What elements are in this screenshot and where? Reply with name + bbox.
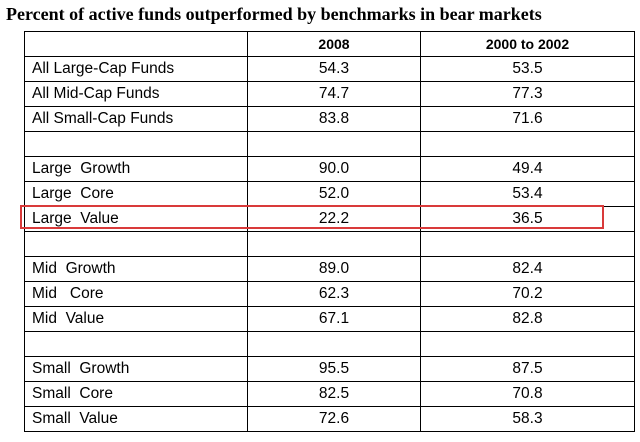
value-2008: 54.3: [247, 56, 421, 82]
table-row: Large Growth 90.0 49.4: [24, 156, 635, 182]
value-2000-to-2002: 36.5: [420, 206, 635, 232]
fund-performance-table: 2008 2000 to 2002 All Large-Cap Funds 54.…: [24, 31, 635, 432]
table-row: Small Core 82.5 70.8: [24, 381, 635, 407]
value-2000-to-2002: [420, 331, 635, 357]
table-row: Mid Value 67.1 82.8: [24, 306, 635, 332]
row-label: Mid Value: [24, 306, 248, 332]
value-2000-to-2002: 70.8: [420, 381, 635, 407]
row-label: All Large-Cap Funds: [24, 56, 248, 82]
row-label: Small Growth: [24, 356, 248, 382]
value-2008: 52.0: [247, 181, 421, 207]
row-label: All Small-Cap Funds: [24, 106, 248, 132]
table-row: Small Growth 95.5 87.5: [24, 356, 635, 382]
value-2008: 72.6: [247, 406, 421, 432]
table-row: Mid Growth 89.0 82.4: [24, 256, 635, 282]
table-row: All Mid-Cap Funds 74.7 77.3: [24, 81, 635, 107]
value-2008: [247, 231, 421, 257]
value-2008: 83.8: [247, 106, 421, 132]
value-2000-to-2002: 53.4: [420, 181, 635, 207]
value-2008: [247, 331, 421, 357]
row-label: Mid Growth: [24, 256, 248, 282]
value-2008: [247, 131, 421, 157]
value-2000-to-2002: 71.6: [420, 106, 635, 132]
table-row: Large Value 22.2 36.5: [24, 206, 635, 232]
value-2000-to-2002: [420, 231, 635, 257]
header-cell-2008: 2008: [247, 31, 421, 57]
table-row: All Large-Cap Funds 54.3 53.5: [24, 56, 635, 82]
value-2008: 89.0: [247, 256, 421, 282]
row-label: [24, 131, 248, 157]
table-row: All Small-Cap Funds 83.8 71.6: [24, 106, 635, 132]
value-2008: 22.2: [247, 206, 421, 232]
row-label: [24, 231, 248, 257]
value-2008: 95.5: [247, 356, 421, 382]
table-row: [24, 331, 635, 357]
row-label: Mid Core: [24, 281, 248, 307]
table-body: 2008 2000 to 2002 All Large-Cap Funds 54.…: [24, 31, 635, 432]
value-2008: 90.0: [247, 156, 421, 182]
table-title: Percent of active funds outperformed by …: [6, 4, 542, 24]
header-cell-2000-to-2002: 2000 to 2002: [420, 31, 635, 57]
row-label: Small Core: [24, 381, 248, 407]
value-2008: 82.5: [247, 381, 421, 407]
value-2008: 62.3: [247, 281, 421, 307]
value-2000-to-2002: [420, 131, 635, 157]
header-cell-0: [24, 31, 248, 57]
value-2000-to-2002: 82.4: [420, 256, 635, 282]
value-2000-to-2002: 77.3: [420, 81, 635, 107]
row-label: Small Value: [24, 406, 248, 432]
value-2000-to-2002: 49.4: [420, 156, 635, 182]
value-2000-to-2002: 53.5: [420, 56, 635, 82]
row-label: Large Growth: [24, 156, 248, 182]
table-row: Large Core 52.0 53.4: [24, 181, 635, 207]
table-row: [24, 131, 635, 157]
row-label: All Mid-Cap Funds: [24, 81, 248, 107]
table-row: Mid Core 62.3 70.2: [24, 281, 635, 307]
row-label: Large Core: [24, 181, 248, 207]
table-row: [24, 231, 635, 257]
row-label: [24, 331, 248, 357]
value-2008: 67.1: [247, 306, 421, 332]
value-2000-to-2002: 87.5: [420, 356, 635, 382]
value-2000-to-2002: 58.3: [420, 406, 635, 432]
value-2000-to-2002: 82.8: [420, 306, 635, 332]
value-2008: 74.7: [247, 81, 421, 107]
table-row: Small Value 72.6 58.3: [24, 406, 635, 432]
header-row: 2008 2000 to 2002: [24, 31, 635, 57]
row-label: Large Value: [24, 206, 248, 232]
value-2000-to-2002: 70.2: [420, 281, 635, 307]
